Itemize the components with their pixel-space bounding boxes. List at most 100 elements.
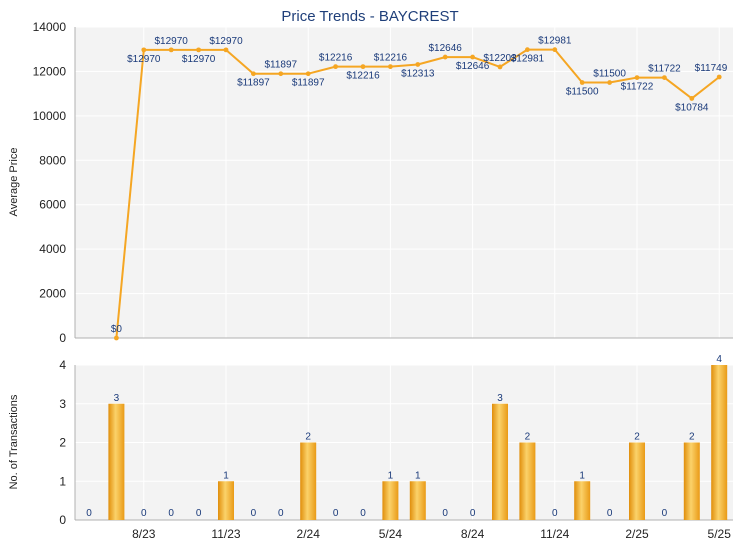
price-data-label: $12216 [374, 53, 408, 64]
price-data-label: $11500 [593, 69, 626, 80]
transactions-bar [382, 481, 399, 520]
price-data-label: $12970 [182, 54, 216, 65]
transactions-bar [711, 365, 728, 520]
transactions-data-label: 1 [388, 470, 394, 481]
price-data-label: $11722 [621, 82, 654, 93]
price-data-label: $11897 [292, 78, 325, 89]
x-tick-label: 2/25 [625, 527, 649, 541]
price-y-axis-title: Average Price [8, 148, 20, 217]
price-point [442, 54, 448, 60]
price-data-label: $12313 [401, 68, 435, 79]
price-point [415, 62, 421, 67]
transactions-data-label: 2 [634, 432, 640, 443]
price-data-label: $12981 [511, 54, 545, 65]
transactions-data-label: 0 [607, 508, 613, 519]
price-data-label: $12216 [319, 53, 353, 64]
price-point [223, 47, 229, 53]
price-point [278, 71, 284, 77]
price-data-label: $11500 [566, 87, 599, 98]
price-point [196, 47, 202, 53]
transactions-bar [108, 403, 125, 520]
transactions-bar [492, 403, 508, 520]
transactions-bar [629, 442, 645, 520]
price-point [114, 335, 119, 341]
transactions-bar [574, 481, 591, 520]
transactions-data-label: 0 [662, 508, 668, 519]
price-y-tick-label: 2000 [39, 287, 66, 301]
transactions-data-label: 2 [689, 432, 695, 443]
price-y-tick-label: 0 [59, 331, 66, 345]
transactions-data-label: 0 [552, 508, 558, 519]
price-point [168, 47, 174, 53]
price-point [716, 74, 722, 80]
price-y-tick-label: 14000 [33, 20, 67, 34]
transactions-data-label: 3 [114, 393, 120, 404]
price-data-label: $12981 [538, 36, 572, 47]
price-data-label: $11722 [648, 64, 681, 75]
x-tick-label: 5/25 [708, 527, 732, 541]
price-point [360, 64, 366, 70]
price-data-label: $12970 [127, 54, 161, 65]
x-tick-label: 8/24 [461, 527, 485, 541]
price-y-tick-label: 10000 [33, 109, 67, 123]
price-data-label: $11897 [237, 78, 270, 89]
price-y-tick-label: 12000 [33, 64, 67, 78]
price-point [305, 71, 311, 77]
transactions-data-label: 0 [141, 508, 147, 519]
transactions-data-label: 1 [415, 470, 421, 481]
transactions-data-label: 2 [305, 432, 311, 443]
x-tick-label: 11/24 [540, 527, 569, 541]
price-data-label: $0 [111, 324, 123, 335]
transactions-data-label: 0 [196, 508, 202, 519]
price-y-tick-label: 4000 [39, 242, 66, 256]
transactions-bar [519, 442, 536, 520]
price-point [662, 75, 667, 81]
transactions-plot: 0 1 2 3 4 8/23 11/23 2/24 5/24 8/24 11/24 2/25 5/25 0… [59, 354, 733, 541]
price-point [251, 71, 256, 77]
chart-title: Price Trends - BAYCREST [281, 8, 458, 25]
transactions-data-label: 0 [251, 508, 257, 519]
transactions-bar [409, 481, 426, 520]
price-point [525, 47, 530, 53]
price-point [689, 96, 695, 101]
transactions-bar [683, 442, 700, 520]
transactions-y-tick-label: 4 [59, 358, 66, 372]
x-tick-label: 11/23 [211, 527, 240, 541]
transactions-y-tick-label: 2 [59, 436, 66, 450]
transactions-data-label: 0 [168, 508, 174, 519]
transactions-data-label: 0 [86, 508, 92, 519]
price-data-label: $12646 [456, 61, 490, 72]
price-y-tick-label: 8000 [39, 153, 66, 167]
transactions-data-label: 0 [278, 508, 284, 519]
transactions-bar [300, 442, 317, 520]
price-data-label: $11749 [695, 63, 728, 74]
price-point [579, 80, 585, 85]
price-point [607, 80, 612, 85]
price-point [552, 47, 558, 53]
price-point [388, 64, 393, 70]
price-data-label: $12216 [346, 71, 380, 82]
transactions-data-label: 0 [360, 508, 366, 519]
price-plot-background [75, 27, 733, 338]
price-data-label: $10784 [675, 102, 709, 113]
price-data-label: $12646 [429, 43, 463, 54]
transactions-data-label: 3 [497, 393, 503, 404]
transactions-data-label: 1 [579, 470, 585, 481]
transactions-data-label: 0 [470, 508, 476, 519]
transactions-data-label: 4 [716, 354, 722, 365]
transactions-y-tick-label: 1 [59, 474, 66, 488]
price-point [634, 75, 640, 81]
price-y-tick-label: 6000 [39, 198, 66, 212]
x-tick-label: 2/24 [297, 527, 321, 541]
transactions-data-label: 2 [525, 432, 531, 443]
price-data-label: $11897 [264, 60, 297, 71]
transactions-data-label: 0 [333, 508, 339, 519]
transactions-y-tick-label: 3 [59, 397, 66, 411]
price-point [141, 47, 147, 53]
price-point [497, 64, 503, 70]
transactions-bar [218, 481, 234, 520]
price-plot: 0 2000 4000 6000 8000 10000 12000 14000 $0 $12970… [33, 20, 733, 345]
transactions-y-axis-title: No. of Transactions [8, 394, 20, 489]
